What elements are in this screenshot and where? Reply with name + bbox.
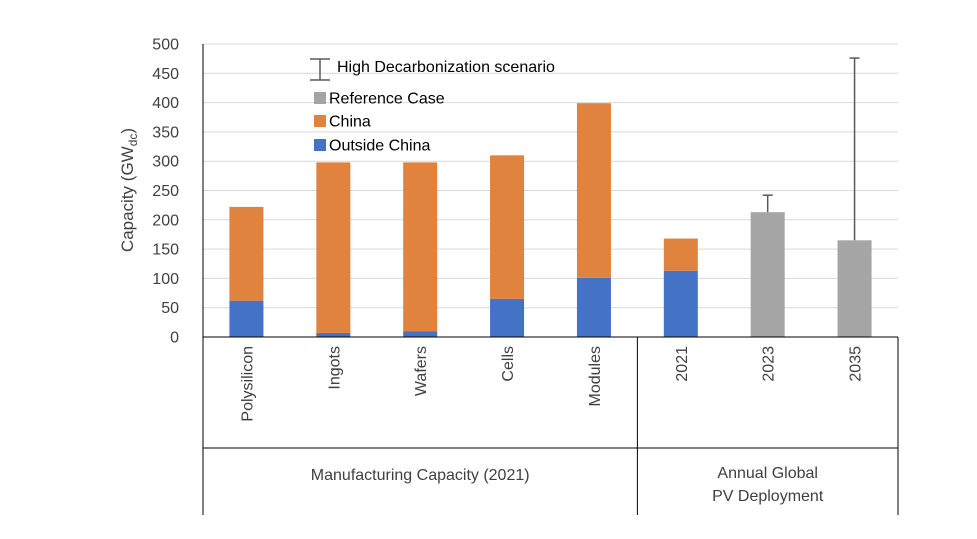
- y-tick-label: 50: [161, 300, 179, 317]
- legend-swatch: [314, 139, 326, 151]
- bar-outside-china: [663, 270, 698, 337]
- x-category-label: 2021: [674, 346, 691, 382]
- bar-outside-china: [403, 331, 438, 337]
- bar-reference-case: [750, 212, 785, 337]
- bar-outside-china: [229, 300, 264, 337]
- error-bars: [762, 57, 860, 241]
- group-label: PV Deployment: [712, 488, 824, 505]
- bar-china: [576, 103, 611, 278]
- legend-swatch: [314, 92, 326, 104]
- x-category-label: 2023: [761, 346, 778, 382]
- bar-reference-case: [837, 240, 872, 337]
- x-category-label: 2035: [848, 346, 865, 382]
- bar-china: [316, 162, 351, 333]
- bar-outside-china: [316, 332, 351, 337]
- y-tick-label: 100: [152, 271, 179, 288]
- bar-china: [490, 155, 525, 299]
- bars: [229, 103, 872, 337]
- y-axis-label-subscript: dc: [126, 134, 140, 147]
- bar-china: [403, 162, 438, 332]
- y-axis-label-close: ): [118, 128, 137, 134]
- legend-label: High Decarbonization scenario: [337, 59, 555, 76]
- group-label: Annual Global: [717, 465, 818, 482]
- legend-label: Reference Case: [329, 91, 445, 108]
- legend: High Decarbonization scenario Reference C…: [310, 58, 555, 155]
- x-category-label: Cells: [500, 346, 517, 382]
- category-labels: Polysilicon Ingots Wafers Cells Modules 2021 2…: [239, 346, 864, 422]
- bar-china: [663, 238, 698, 271]
- legend-label: China: [329, 114, 371, 131]
- bar-outside-china: [576, 277, 611, 337]
- group-labels: Manufacturing Capacity (2021) Annual Glob…: [311, 465, 824, 505]
- bar-china: [229, 206, 264, 301]
- y-tick-label: 350: [152, 124, 179, 141]
- y-tick-label: 150: [152, 242, 179, 259]
- y-tick-label: 200: [152, 212, 179, 229]
- y-tick-label: 400: [152, 95, 179, 112]
- legend-swatch: [314, 115, 326, 127]
- y-tick-label: 500: [152, 37, 179, 54]
- legend-label: Outside China: [329, 138, 430, 155]
- x-category-label: Ingots: [326, 346, 343, 390]
- y-tick-label: 300: [152, 154, 179, 171]
- y-tick-label: 250: [152, 183, 179, 200]
- x-category-label: Modules: [587, 346, 604, 406]
- gridlines: [203, 43, 898, 338]
- x-category-label: Wafers: [413, 346, 430, 396]
- group-label: Manufacturing Capacity (2021): [311, 467, 530, 484]
- y-axis-ticks: 0 50 100 150 200 250 300 350 400 450 500: [152, 37, 179, 347]
- bar-outside-china: [490, 298, 525, 337]
- y-tick-label: 0: [170, 330, 179, 347]
- x-category-label: Polysilicon: [239, 346, 256, 422]
- y-axis-label-main: Capacity (GW: [118, 146, 137, 252]
- y-tick-label: 450: [152, 66, 179, 83]
- y-axis-label: Capacity (GWdc): [118, 128, 140, 252]
- axes: [202, 44, 899, 515]
